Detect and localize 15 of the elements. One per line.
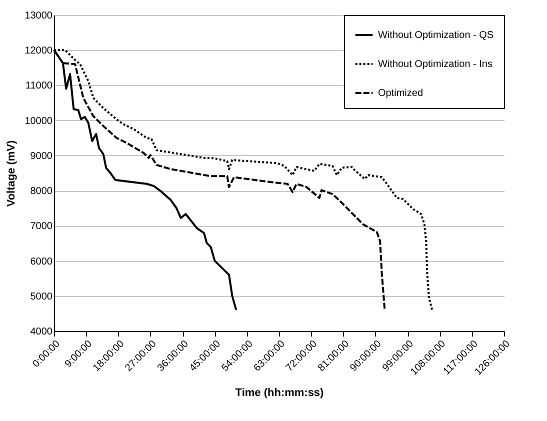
y-tick-label: 5000 xyxy=(30,291,53,302)
y-tick-label: 12000 xyxy=(24,46,53,57)
legend-label: Without Optimization - Ins xyxy=(378,59,492,70)
y-tick-label: 7000 xyxy=(30,221,53,232)
y-tick-label: 13000 xyxy=(24,10,53,22)
legend-label: Without Optimization - QS xyxy=(378,30,494,41)
y-tick-label: 8000 xyxy=(30,186,53,198)
y-tick-label: 9000 xyxy=(30,150,53,162)
legend-label: Optimized xyxy=(378,88,424,99)
y-tick-label: 10000 xyxy=(24,116,53,127)
y-tick-label: 11000 xyxy=(25,80,53,92)
y-tick-label: 6000 xyxy=(30,256,53,268)
x-axis-title: Time (hh:mm:ss) xyxy=(235,387,324,400)
y-axis-title: Voltage (mV) xyxy=(6,140,18,207)
y-tick-label: 4000 xyxy=(30,326,53,338)
